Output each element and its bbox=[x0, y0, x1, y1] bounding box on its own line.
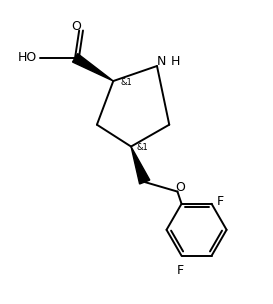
Text: HO: HO bbox=[18, 51, 37, 64]
Text: &1: &1 bbox=[120, 78, 132, 87]
Text: O: O bbox=[71, 20, 81, 33]
Polygon shape bbox=[73, 54, 113, 81]
Text: F: F bbox=[216, 195, 224, 208]
Text: H: H bbox=[171, 55, 180, 68]
Text: O: O bbox=[175, 181, 185, 194]
Polygon shape bbox=[131, 147, 150, 184]
Text: N: N bbox=[156, 55, 166, 68]
Text: &1: &1 bbox=[136, 143, 148, 152]
Text: F: F bbox=[177, 264, 184, 277]
